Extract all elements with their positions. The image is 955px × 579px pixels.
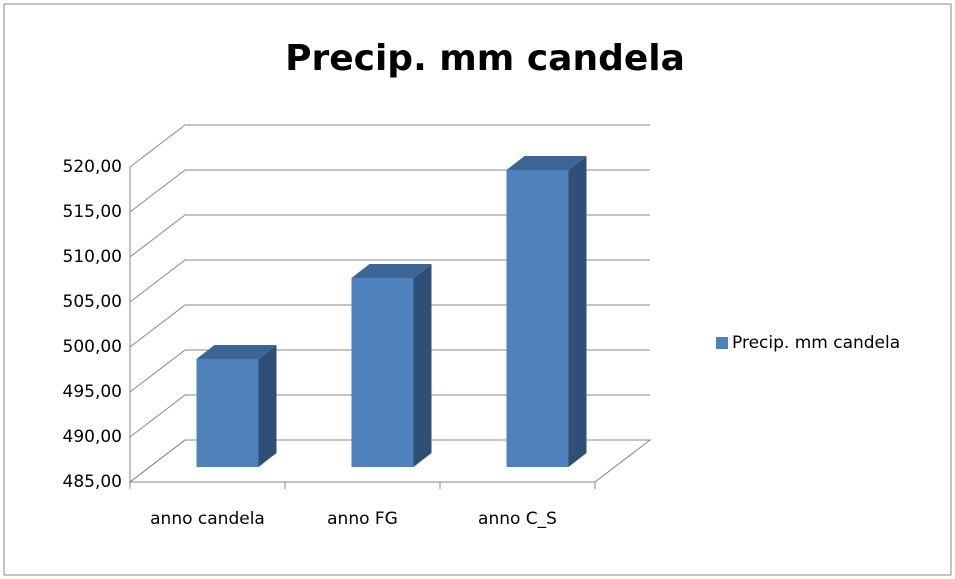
grid-line <box>129 349 650 393</box>
y-tick-label: 520,00 <box>63 157 122 177</box>
grid-line <box>129 304 650 348</box>
grid-line <box>129 439 650 483</box>
grid-line <box>129 169 650 213</box>
y-tick-label: 485,00 <box>63 472 122 492</box>
grid-line <box>129 124 650 168</box>
chart-border <box>3 3 952 576</box>
bar <box>351 264 432 467</box>
y-tick-label: 510,00 <box>63 247 122 267</box>
chart-title: Precip. mm candela <box>285 38 685 79</box>
bar-side <box>413 264 432 467</box>
legend-label: Precip. mm candela <box>732 333 900 353</box>
x-tick-label: anno FG <box>327 509 398 529</box>
y-tick-label: 490,00 <box>63 427 122 447</box>
bar-top <box>506 156 587 170</box>
x-tick-label: anno candela <box>150 509 265 529</box>
y-tick-label: 505,00 <box>63 292 122 312</box>
bar-top <box>351 264 432 278</box>
y-tick-label: 515,00 <box>63 202 122 222</box>
bar-front <box>196 359 259 467</box>
legend-swatch <box>716 337 728 349</box>
bar-front <box>506 170 569 467</box>
bar-side <box>258 345 277 467</box>
y-tick-label: 500,00 <box>63 337 122 357</box>
grid-line <box>129 259 650 303</box>
x-tick-label: anno C_S <box>478 509 557 529</box>
bar-front <box>351 278 414 467</box>
grid-line <box>129 214 650 258</box>
y-tick-label: 495,00 <box>63 382 122 402</box>
bar <box>506 156 587 467</box>
bar-side <box>568 156 587 467</box>
grid-line <box>129 394 650 438</box>
bar <box>196 345 277 467</box>
bar-top <box>196 345 277 359</box>
